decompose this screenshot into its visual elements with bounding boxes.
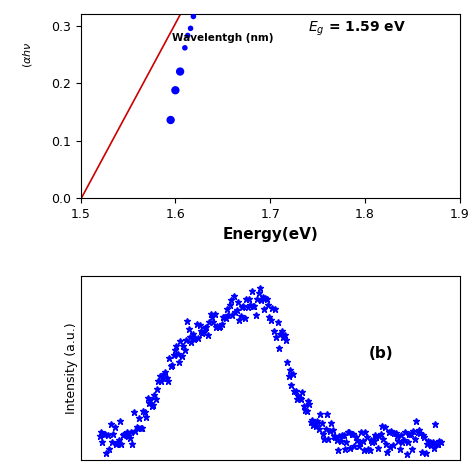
Point xyxy=(195,0,203,3)
Point xyxy=(192,4,200,11)
Point xyxy=(172,86,179,94)
Point xyxy=(176,68,184,75)
Point xyxy=(190,13,197,20)
Text: Wavelentgh (nm): Wavelentgh (nm) xyxy=(172,33,273,43)
Text: (b): (b) xyxy=(369,346,393,361)
Text: $(\alpha h\nu$: $(\alpha h\nu$ xyxy=(21,42,34,69)
Y-axis label: $(\alpha h\nu)^{1/2}$: $(\alpha h\nu)^{1/2}$ xyxy=(0,473,1,474)
Point xyxy=(187,25,194,32)
Point xyxy=(167,116,174,124)
X-axis label: Energy(eV): Energy(eV) xyxy=(222,227,318,242)
Text: $E_g$ = 1.59 eV: $E_g$ = 1.59 eV xyxy=(308,20,406,38)
Point xyxy=(195,0,203,3)
Y-axis label: Intensity (a.u.): Intensity (a.u.) xyxy=(65,322,78,413)
Point xyxy=(184,32,191,39)
Point xyxy=(181,44,189,52)
